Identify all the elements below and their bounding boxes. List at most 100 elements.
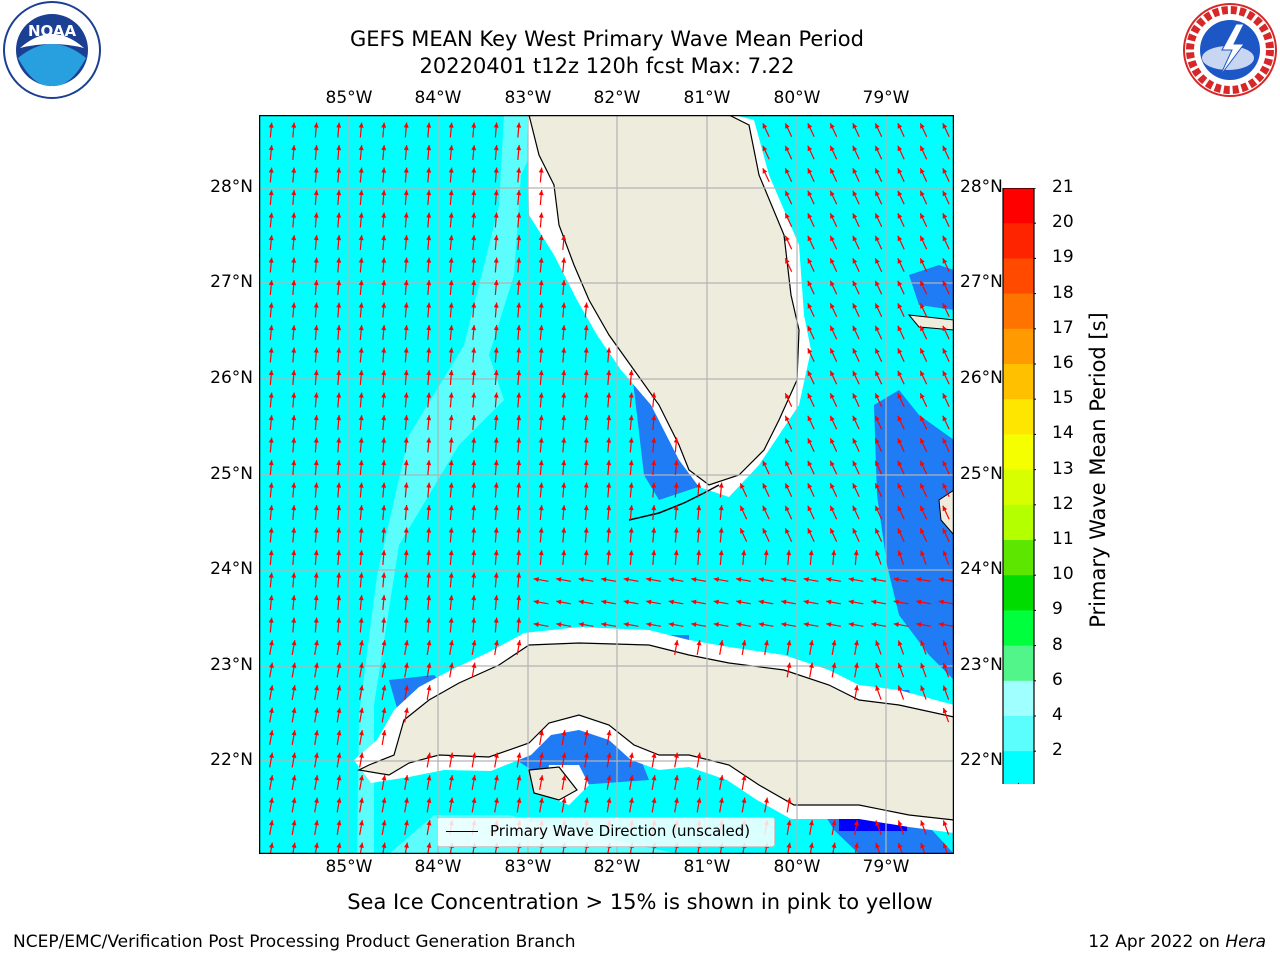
wave-direction-arrow xyxy=(313,775,319,790)
wave-direction-arrow xyxy=(268,437,274,453)
wave-direction-arrow xyxy=(852,302,860,318)
wave-direction-arrow xyxy=(561,392,567,408)
wave-direction-arrow xyxy=(718,504,724,521)
wave-direction-arrow xyxy=(358,707,364,723)
wave-direction-arrow xyxy=(448,257,454,273)
lon-tick-label-top: 79°W xyxy=(862,88,910,108)
wave-direction-arrow xyxy=(358,775,364,790)
colorbar-tick-label: 18 xyxy=(1052,282,1074,303)
wave-direction-arrow xyxy=(291,820,297,835)
wave-direction-arrow xyxy=(897,482,905,498)
wave-direction-arrow xyxy=(448,369,454,386)
wave-direction-arrow xyxy=(942,550,950,565)
wave-direction-arrow xyxy=(313,459,319,476)
wave-direction-arrow xyxy=(448,775,454,790)
wave-direction-arrow xyxy=(291,617,297,633)
wave-direction-arrow xyxy=(897,347,905,363)
wave-direction-arrow xyxy=(919,505,928,520)
wave-direction-arrow xyxy=(651,459,657,476)
wave-direction-arrow xyxy=(942,325,950,340)
wave-direction-arrow xyxy=(268,730,274,745)
wave-direction-arrow xyxy=(784,415,793,430)
colorbar-tick-label: 12 xyxy=(1052,493,1074,514)
wave-direction-arrow xyxy=(561,752,567,768)
wave-direction-arrow xyxy=(403,617,409,633)
wave-direction-arrow xyxy=(807,437,815,453)
wave-direction-arrow xyxy=(493,527,499,543)
wave-direction-arrow xyxy=(829,347,838,363)
wave-direction-arrow xyxy=(942,640,950,655)
colorbar-tick-label: 2 xyxy=(1052,740,1063,761)
wave-direction-arrow xyxy=(336,549,342,566)
wave-direction-arrow xyxy=(358,527,364,543)
wave-direction-arrow xyxy=(784,167,793,183)
wave-direction-arrow xyxy=(493,302,499,318)
wave-direction-arrow xyxy=(268,797,274,813)
wave-direction-arrow xyxy=(291,324,297,341)
wave-direction-arrow xyxy=(448,662,454,678)
wave-direction-arrow xyxy=(784,392,793,408)
wave-direction-arrow xyxy=(268,594,274,611)
wave-direction-arrow xyxy=(493,549,499,566)
footer-date-text: 12 Apr 2022 on xyxy=(1088,932,1226,952)
wave-direction-arrow xyxy=(381,369,387,386)
wave-direction-arrow xyxy=(403,775,409,790)
wave-direction-arrow xyxy=(583,459,589,476)
wave-direction-arrow xyxy=(471,437,477,453)
wave-direction-arrow xyxy=(874,505,883,520)
wave-direction-arrow xyxy=(403,122,409,138)
wave-direction-arrow xyxy=(313,617,319,633)
wave-direction-arrow xyxy=(808,549,814,566)
wave-direction-arrow xyxy=(538,459,544,476)
wave-direction-arrow xyxy=(897,190,905,205)
wave-direction-arrow xyxy=(848,622,864,628)
wave-direction-arrow xyxy=(601,577,616,583)
wave-direction-arrow xyxy=(448,324,454,341)
wave-direction-arrow xyxy=(291,257,297,273)
wave-direction-arrow xyxy=(426,752,432,768)
wave-direction-arrow xyxy=(807,190,815,205)
wave-direction-arrow xyxy=(313,662,319,678)
wave-direction-arrow xyxy=(336,707,342,723)
wave-direction-arrow xyxy=(852,167,860,183)
wave-direction-arrow xyxy=(516,234,522,251)
wave-direction-arrow xyxy=(403,504,409,521)
wave-direction-arrow xyxy=(919,212,928,228)
wave-direction-arrow xyxy=(673,797,679,813)
wave-direction-arrow xyxy=(829,122,838,138)
wave-direction-arrow xyxy=(538,482,544,498)
wave-direction-arrow xyxy=(358,752,364,768)
wave-direction-arrow xyxy=(268,640,274,655)
wave-direction-arrow xyxy=(336,437,342,453)
colorbar-tick-label: 17 xyxy=(1052,317,1074,338)
wave-direction-arrow xyxy=(920,640,927,655)
wave-direction-arrow xyxy=(426,392,432,408)
wave-direction-arrow xyxy=(471,234,477,251)
lat-tick-label-left: 26°N xyxy=(210,368,253,388)
wave-direction-arrow xyxy=(784,527,793,543)
wave-direction-arrow xyxy=(897,820,905,835)
wave-direction-arrow xyxy=(448,234,454,251)
wave-direction-arrow xyxy=(381,279,387,296)
wave-direction-arrow xyxy=(336,324,342,341)
wave-direction-arrow xyxy=(268,347,274,363)
wave-direction-arrow xyxy=(336,392,342,408)
wave-direction-arrow xyxy=(381,527,387,543)
colorbar-tick-label: 13 xyxy=(1052,458,1074,479)
wave-direction-arrow xyxy=(561,730,567,745)
wave-direction-arrow xyxy=(781,622,796,628)
wave-direction-arrow xyxy=(538,302,544,318)
wave-direction-arrow xyxy=(313,347,319,363)
wave-direction-arrow xyxy=(381,189,387,206)
wave-direction-arrow xyxy=(786,662,792,678)
colorbar-segment xyxy=(1003,540,1034,576)
wave-direction-arrow xyxy=(831,549,837,566)
wave-direction-arrow xyxy=(426,212,432,228)
wave-direction-arrow xyxy=(852,257,860,273)
colorbar-segment xyxy=(1003,610,1034,647)
wave-direction-arrow xyxy=(897,527,905,543)
wave-direction-arrow xyxy=(691,577,706,583)
wave-direction-arrow xyxy=(736,577,751,583)
wave-direction-arrow xyxy=(583,302,589,318)
wave-direction-arrow xyxy=(493,212,499,228)
